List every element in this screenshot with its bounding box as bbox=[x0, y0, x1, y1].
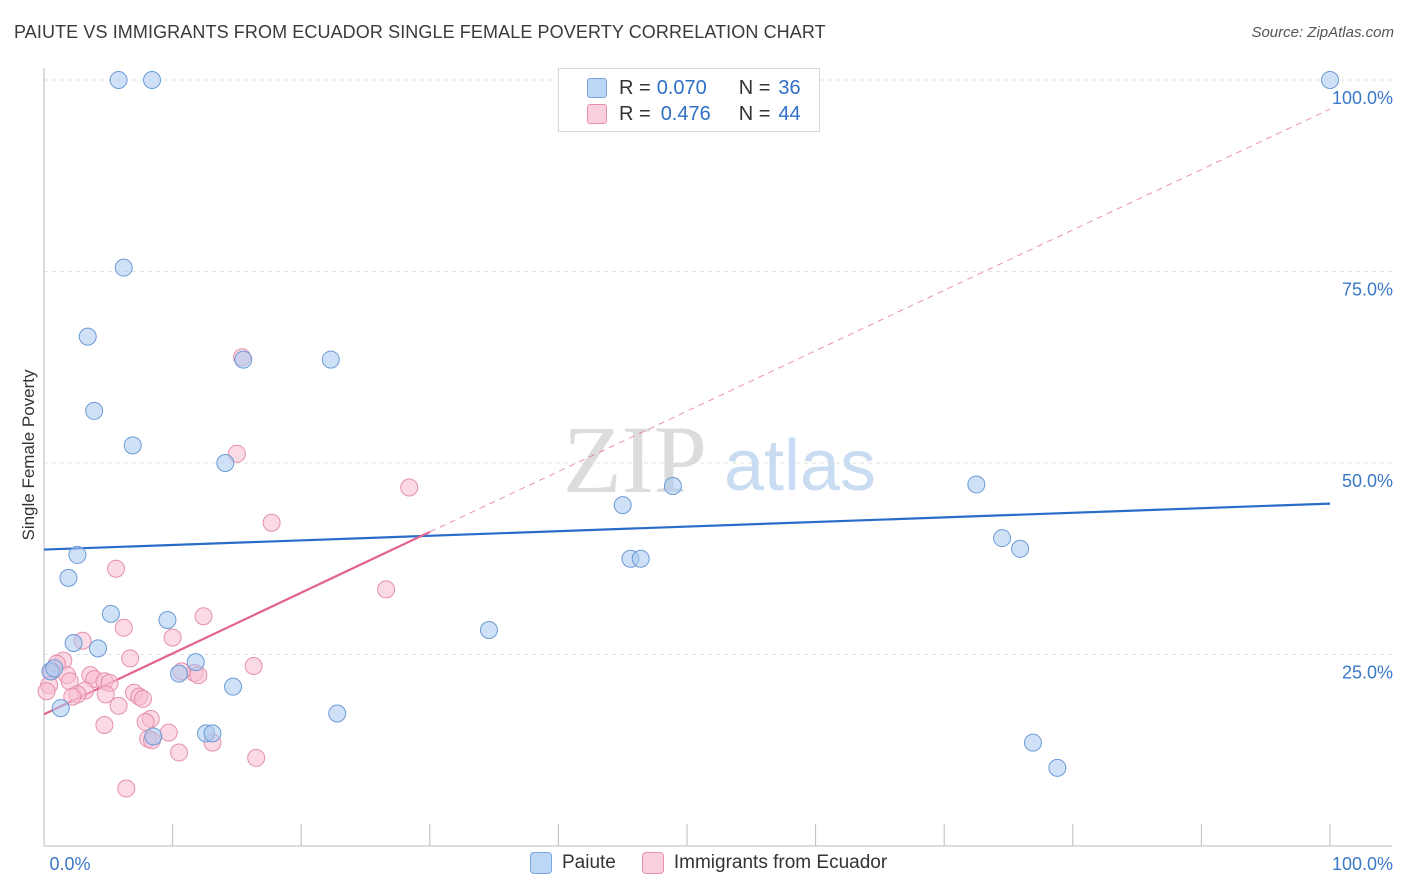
stats-legend-row-paiute: R = 0.070 N = 36 bbox=[587, 75, 801, 101]
point-ecuador bbox=[63, 687, 82, 706]
r-value: 0.476 bbox=[660, 102, 711, 125]
point-paiute bbox=[123, 436, 142, 455]
r-label: R = bbox=[619, 76, 651, 99]
y-tick-label: 75.0% bbox=[1342, 280, 1393, 300]
point-paiute bbox=[143, 71, 162, 89]
point-ecuador bbox=[134, 689, 153, 708]
series-legend: Paiute Immigrants from Ecuador bbox=[530, 852, 913, 874]
point-paiute bbox=[321, 350, 340, 369]
points-layer bbox=[37, 71, 1339, 798]
r-label: R = bbox=[619, 102, 651, 125]
point-paiute bbox=[109, 71, 128, 89]
n-value: 44 bbox=[778, 102, 801, 125]
point-paiute bbox=[68, 545, 87, 564]
point-ecuador bbox=[163, 628, 182, 647]
watermark-atlas: atlas bbox=[724, 426, 876, 506]
point-paiute bbox=[328, 704, 347, 723]
point-paiute bbox=[663, 476, 682, 495]
trend-extension-1 bbox=[429, 108, 1331, 533]
point-ecuador bbox=[194, 607, 213, 626]
point-paiute bbox=[170, 664, 189, 683]
point-paiute bbox=[1011, 539, 1030, 558]
legend-label-paiute: Paiute bbox=[562, 852, 616, 873]
x-tick-label-min: 0.0% bbox=[49, 854, 90, 874]
point-paiute bbox=[45, 659, 64, 678]
watermark: ZIP atlas bbox=[563, 406, 876, 513]
grid-layer bbox=[44, 79, 1392, 655]
point-ecuador bbox=[114, 618, 133, 637]
point-ecuador bbox=[244, 656, 263, 675]
y-axis-label: Single Female Poverty bbox=[19, 369, 38, 541]
point-paiute bbox=[234, 350, 253, 369]
legend-swatch-ecuador bbox=[641, 852, 664, 874]
r-value: 0.070 bbox=[656, 76, 707, 99]
point-ecuador bbox=[109, 696, 128, 715]
point-paiute bbox=[78, 327, 97, 346]
point-paiute bbox=[186, 653, 205, 672]
legend-item-paiute[interactable]: Paiute bbox=[530, 852, 616, 874]
legend-label-ecuador: Immigrants from Ecuador bbox=[673, 852, 888, 873]
point-paiute bbox=[224, 677, 243, 696]
point-paiute bbox=[993, 529, 1012, 548]
y-tick-label: 25.0% bbox=[1342, 663, 1393, 683]
point-paiute bbox=[216, 454, 235, 472]
point-ecuador bbox=[247, 748, 266, 767]
legend-swatch-paiute bbox=[530, 852, 552, 874]
point-ecuador bbox=[107, 559, 126, 578]
point-paiute bbox=[114, 258, 133, 277]
point-paiute bbox=[479, 620, 498, 639]
point-ecuador bbox=[95, 715, 114, 734]
trend-line-0 bbox=[43, 502, 1331, 551]
stats-swatch-paiute bbox=[587, 78, 607, 98]
point-ecuador bbox=[377, 580, 396, 599]
point-paiute bbox=[203, 724, 222, 743]
point-paiute bbox=[51, 699, 70, 718]
point-paiute bbox=[59, 568, 78, 587]
point-paiute bbox=[967, 475, 986, 494]
point-ecuador bbox=[170, 743, 189, 762]
point-paiute bbox=[101, 604, 120, 623]
point-ecuador bbox=[96, 685, 115, 704]
stats-legend: R = 0.070 N = 36 R = 0.476 N = 44 bbox=[558, 68, 820, 132]
n-label: N = bbox=[738, 102, 771, 125]
n-value: 36 bbox=[778, 76, 801, 99]
x-tick-label-max: 100.0% bbox=[1332, 854, 1393, 874]
point-paiute bbox=[158, 611, 177, 630]
point-paiute bbox=[613, 496, 632, 515]
axis-layer: 25.0% 50.0% 75.0% 100.0% 0.0% 100.0% bbox=[43, 68, 1393, 874]
legend-item-ecuador[interactable]: Immigrants from Ecuador bbox=[641, 852, 888, 874]
point-paiute bbox=[1321, 71, 1339, 89]
stats-swatch-ecuador bbox=[587, 104, 607, 124]
point-paiute bbox=[85, 401, 104, 420]
n-label: N = bbox=[738, 76, 771, 99]
point-paiute bbox=[144, 727, 163, 746]
point-paiute bbox=[1023, 733, 1042, 752]
point-paiute bbox=[1048, 758, 1067, 777]
point-ecuador bbox=[400, 478, 419, 497]
y-tick-label: 50.0% bbox=[1342, 471, 1393, 491]
source-label: Source: ZipAtlas.com bbox=[1251, 24, 1394, 41]
stats-legend-row-ecuador: R = 0.476 N = 44 bbox=[587, 101, 801, 127]
y-tick-label: 100.0% bbox=[1332, 88, 1393, 108]
point-ecuador bbox=[262, 513, 281, 532]
watermark-zip: ZIP bbox=[563, 406, 707, 513]
point-paiute bbox=[631, 549, 650, 568]
point-ecuador bbox=[121, 649, 140, 668]
chart-title: PAIUTE VS IMMIGRANTS FROM ECUADOR SINGLE… bbox=[14, 22, 826, 42]
point-ecuador bbox=[159, 723, 178, 742]
point-ecuador bbox=[37, 682, 56, 701]
point-paiute bbox=[64, 634, 83, 653]
point-paiute bbox=[89, 639, 108, 658]
point-ecuador bbox=[117, 779, 136, 798]
